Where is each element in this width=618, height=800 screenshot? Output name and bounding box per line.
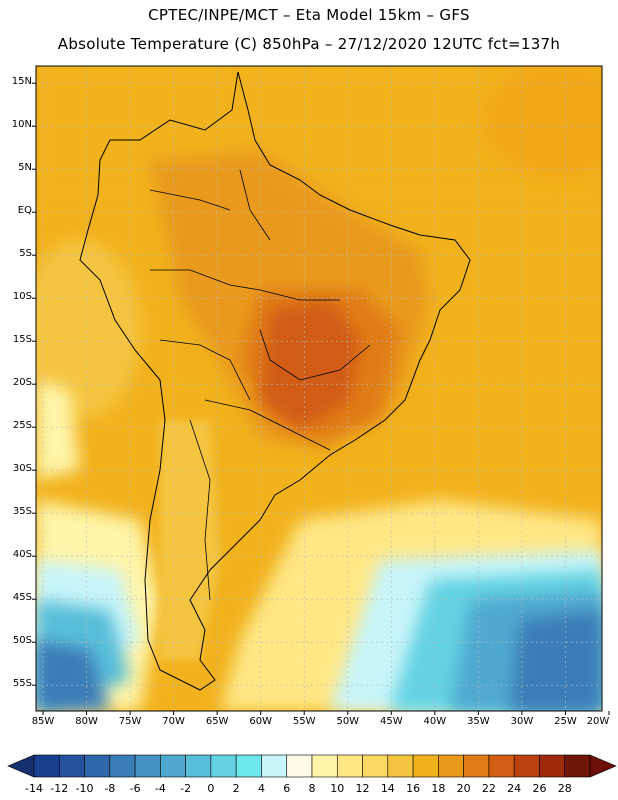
colorbar-label: 20: [456, 782, 471, 795]
lon-label: 55W: [292, 716, 316, 727]
colorbar-swatch: [362, 754, 389, 778]
colorbar-label: -6: [129, 782, 141, 795]
lon-label: 45W: [379, 716, 403, 727]
colorbar-label: 28: [557, 782, 572, 795]
lat-label: 25S: [12, 420, 32, 432]
colorbar-swatch: [261, 754, 288, 778]
lat-label: 10S: [12, 291, 32, 303]
lat-label: 20S: [12, 377, 32, 389]
colorbar-swatch: [438, 754, 464, 778]
lon-label: 50W: [336, 716, 360, 727]
title-line-2: Absolute Temperature (C) 850hPa – 27/12/…: [57, 35, 561, 53]
title-line-1: CPTEC/INPE/MCT – Eta Model 15km – GFS: [148, 6, 470, 24]
lat-label: 35S: [12, 506, 32, 518]
lon-label: 35W: [467, 716, 490, 727]
colorbar-swatch: [286, 754, 313, 778]
colorbar-label: 0: [207, 782, 215, 795]
colorbar-swatch: [311, 754, 338, 778]
colorbar: [7, 754, 617, 778]
colorbar-label: 4: [257, 782, 265, 795]
colorbar-swatch: [463, 754, 490, 778]
colorbar-swatch: [134, 754, 161, 778]
colorbar-swatch: [336, 754, 363, 778]
lat-label: 5N: [18, 162, 32, 174]
colorbar-label: 2: [232, 782, 240, 795]
lon-label: 85W: [31, 716, 55, 727]
colorbar-label: -10: [75, 782, 94, 795]
colorbar-swatch: [488, 754, 515, 778]
colorbar-label: 14: [380, 782, 395, 795]
lon-label: 30W: [510, 716, 534, 727]
colorbar-swatch: [210, 754, 237, 778]
colorbar-label: 24: [507, 782, 522, 795]
colorbar-label: 18: [431, 782, 446, 795]
colorbar-label: 26: [532, 782, 547, 795]
colorbar-label: -4: [154, 782, 166, 795]
lon-label: 60W: [249, 716, 272, 727]
lat-label: 55S: [12, 678, 32, 690]
lat-label: 50S: [12, 635, 32, 647]
colorbar-swatch: [387, 754, 414, 778]
lat-label: 15N: [11, 76, 32, 88]
lon-label: 20W: [586, 716, 610, 727]
colorbar-label: -8: [104, 782, 116, 795]
lon-label: 40W: [423, 716, 447, 727]
lon-label: 25W: [554, 716, 577, 727]
colorbar-label: 16: [406, 782, 421, 795]
colorbar-swatch: [235, 754, 262, 778]
lon-label: 70W: [162, 716, 185, 727]
lat-label: EQ: [17, 205, 32, 217]
lat-label: 40S: [12, 549, 32, 561]
lon-label: 75W: [118, 716, 142, 727]
lat-label: 15S: [12, 334, 32, 346]
colorbar-swatch: [33, 754, 60, 778]
lon-label: 80W: [75, 716, 98, 727]
colorbar-swatch: [160, 754, 186, 778]
colorbar-label: 22: [481, 782, 496, 795]
colorbar-label: -14: [25, 782, 43, 795]
lon-label: 65W: [205, 716, 229, 727]
colorbar-label: 6: [283, 782, 291, 795]
lat-label: 30S: [12, 463, 32, 475]
map-frame: [35, 65, 603, 712]
temperature-field: [36, 66, 602, 711]
coastline: [79, 71, 471, 691]
colorbar-swatch: [185, 754, 212, 778]
colorbar-swatch: [109, 754, 136, 778]
colorbar-swatch: [539, 754, 566, 778]
colorbar-over-arrow: [589, 754, 617, 778]
colorbar-swatch: [58, 754, 85, 778]
colorbar-swatch: [513, 754, 540, 778]
colorbar-swatch: [84, 754, 111, 778]
lat-label: 45S: [12, 592, 32, 604]
colorbar-label: 10: [330, 782, 345, 795]
axis-ticks: [32, 82, 610, 715]
colorbar-under-arrow: [7, 754, 35, 778]
lat-label: 5S: [19, 248, 32, 260]
colorbar-label: 8: [308, 782, 316, 795]
colorbar-swatch: [564, 754, 591, 778]
lat-label: 10N: [11, 119, 32, 131]
colorbar-label: -12: [50, 782, 69, 795]
colorbar-label: -2: [180, 782, 192, 795]
graticule: [36, 66, 602, 711]
colorbar-label: 12: [355, 782, 370, 795]
colorbar-swatch: [412, 754, 439, 778]
country-borders: [149, 169, 371, 601]
